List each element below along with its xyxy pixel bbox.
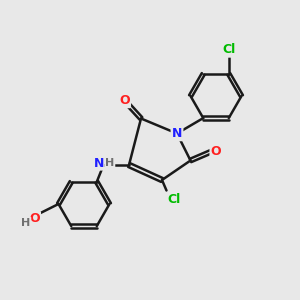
Text: N: N — [94, 157, 104, 170]
Text: Cl: Cl — [222, 44, 236, 56]
Text: O: O — [211, 145, 221, 158]
Text: O: O — [119, 94, 130, 107]
Text: N: N — [172, 127, 182, 140]
Text: H: H — [22, 218, 31, 228]
Text: H: H — [106, 158, 115, 169]
Text: Cl: Cl — [167, 193, 181, 206]
Text: O: O — [30, 212, 40, 225]
